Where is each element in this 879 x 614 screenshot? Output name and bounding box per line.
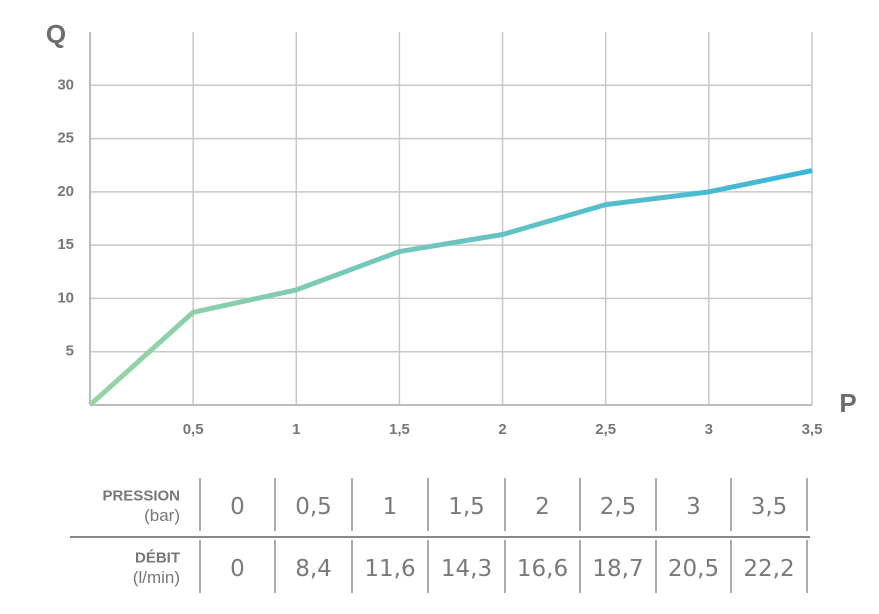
y-tick-label: 25 (57, 130, 74, 147)
y-tick-label: 10 (57, 289, 74, 306)
y-tick-label: 20 (57, 183, 74, 200)
row-label: PRESSION (102, 487, 180, 504)
y-tick-label: 5 (66, 343, 74, 360)
line (88, 168, 813, 407)
table-cell: 20,5 (668, 556, 719, 582)
table-cell: 18,7 (592, 556, 643, 582)
row-unit: (bar) (144, 506, 180, 525)
table-cell: 22,2 (743, 556, 794, 582)
table-cell: 2,5 (600, 494, 637, 520)
y-axis-label: Q (46, 19, 66, 49)
table-cell: 14,3 (441, 556, 492, 582)
table-cell: 8,4 (295, 556, 332, 582)
table-cell: 3 (686, 494, 701, 520)
y-tick-label: 30 (57, 76, 74, 93)
x-tick-label: 0,5 (183, 421, 204, 438)
y-tick-label: 15 (57, 236, 74, 253)
table-cell: 3,5 (751, 494, 788, 520)
table-cell: 16,6 (517, 556, 568, 582)
table-cell: 11,6 (364, 556, 415, 582)
table-cell: 0 (230, 556, 245, 582)
x-tick-label: 3,5 (802, 421, 823, 438)
x-tick-label: 3 (705, 421, 713, 438)
row-label: DÉBIT (135, 549, 180, 566)
table-cell: 2 (535, 494, 550, 520)
x-axis-label: P (839, 388, 856, 418)
x-tick-label: 1,5 (389, 421, 410, 438)
table-cell: 1,5 (448, 494, 485, 520)
table-cell: 0 (230, 494, 245, 520)
x-tick-label: 2,5 (595, 421, 616, 438)
row-unit: (l/min) (133, 568, 180, 587)
x-tick-label: 2 (498, 421, 506, 438)
x-tick-label: 1 (292, 421, 300, 438)
table-cell: 0,5 (295, 494, 332, 520)
table-cell: 1 (383, 494, 398, 520)
